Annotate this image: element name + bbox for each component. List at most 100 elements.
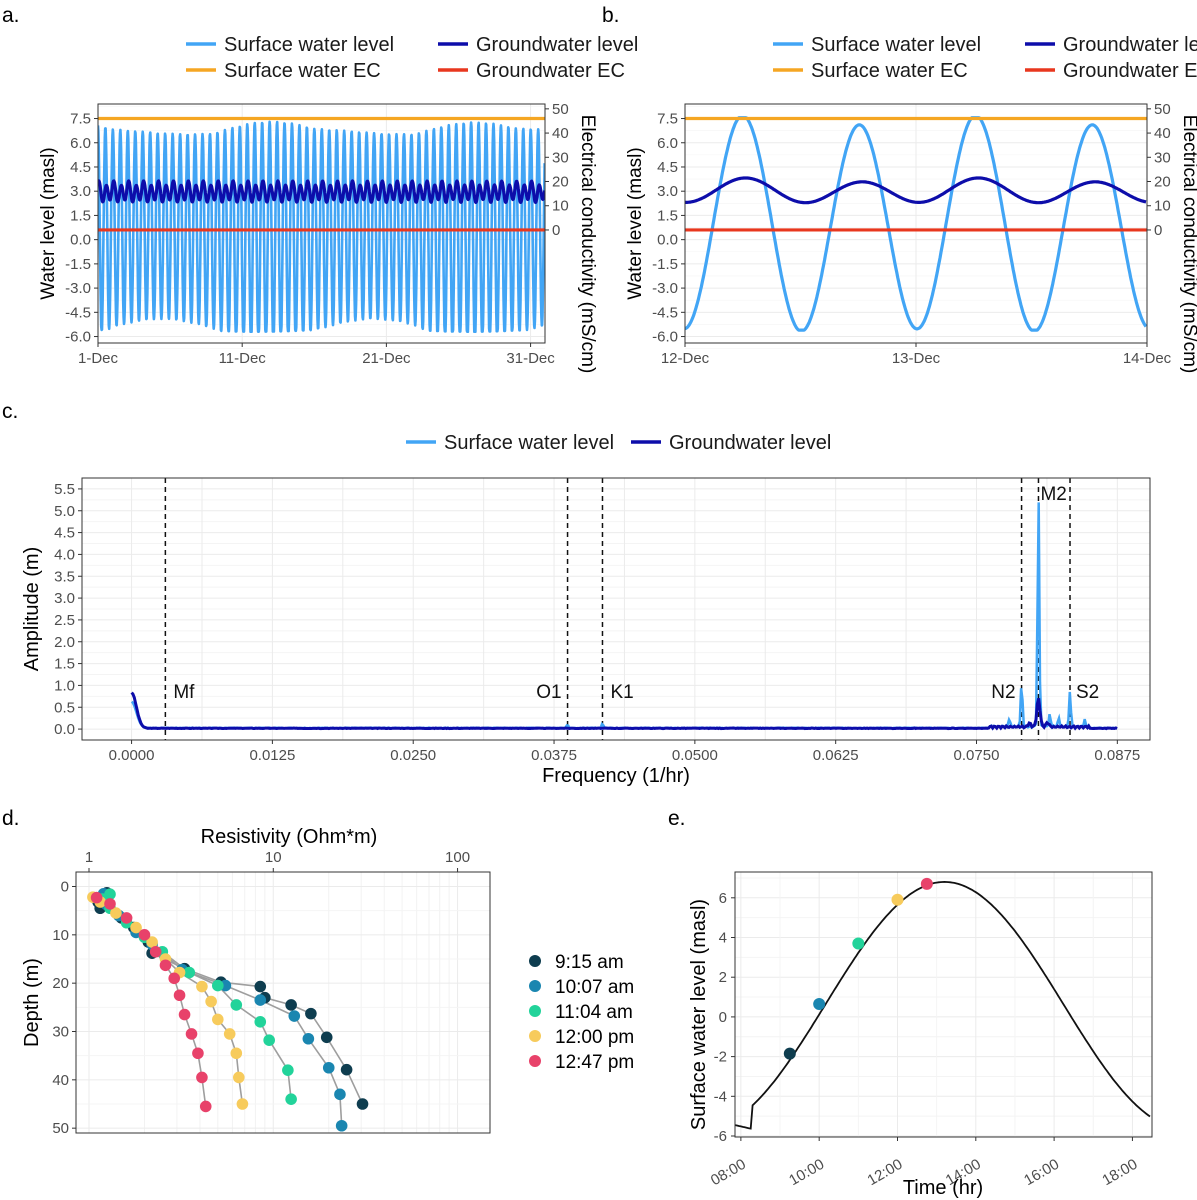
x-tick-label: 0.0625 bbox=[813, 747, 859, 764]
panel-label-c: c. bbox=[2, 400, 18, 423]
y2-tick-label: 30 bbox=[1154, 149, 1171, 166]
groundwater-level-line bbox=[685, 176, 1147, 205]
plot-border bbox=[75, 871, 491, 1134]
grid bbox=[82, 478, 1150, 740]
panel-labels: a. b. c. d. e. bbox=[2, 4, 686, 830]
y-tick-label: 50 bbox=[52, 1120, 69, 1137]
surface-water-curve bbox=[734, 880, 1151, 1130]
panel-a-water-level-chart: Surface water level Groundwater level Surf… bbox=[38, 34, 638, 373]
sample-point-3 bbox=[891, 893, 904, 906]
y2-tick-label: 10 bbox=[1154, 198, 1171, 215]
profile-point bbox=[254, 994, 267, 1006]
y2-tick-label: 50 bbox=[552, 101, 569, 118]
x-tick-label: 14-Dec bbox=[1123, 350, 1172, 367]
y-tick-label: 5.0 bbox=[54, 503, 75, 520]
y-tick-label: 5.5 bbox=[54, 481, 75, 498]
x-tick-label: 0.0250 bbox=[390, 747, 436, 764]
y-tick-label: 30 bbox=[52, 1024, 69, 1041]
x-tick-label: 1-Dec bbox=[78, 350, 119, 367]
y2-tick-label: 40 bbox=[1154, 125, 1171, 142]
groundwater-level-spectrum bbox=[130, 691, 1118, 731]
x-tick-label: 16:00 bbox=[1021, 1156, 1062, 1189]
y2-tick-label: 50 bbox=[1154, 101, 1171, 118]
y2-tick-label: 20 bbox=[1154, 174, 1171, 191]
y-axis-title: Water level (masl) bbox=[625, 147, 646, 299]
profile-point bbox=[302, 1032, 315, 1045]
plot-border bbox=[734, 871, 1153, 1138]
profile-point bbox=[254, 980, 267, 993]
plot-area bbox=[98, 116, 545, 333]
y-tick-label: 0 bbox=[61, 879, 69, 896]
x-tick-label: 0.0500 bbox=[672, 747, 718, 764]
x-tick-label: 0.0000 bbox=[109, 747, 155, 764]
plot-border bbox=[97, 103, 546, 344]
y2-tick-label: 0 bbox=[552, 222, 560, 239]
y-tick-label: 4.5 bbox=[70, 159, 91, 176]
legend-surface-water-level-label: Surface water level bbox=[444, 432, 614, 454]
x-tick-label: 0.0375 bbox=[531, 747, 577, 764]
profile-point bbox=[254, 1016, 267, 1028]
profile-point bbox=[320, 1031, 333, 1044]
y-axis-title: Depth (m) bbox=[21, 958, 43, 1047]
profile-point bbox=[334, 1088, 346, 1101]
panel-label-e: e. bbox=[668, 807, 686, 830]
legend-dot-3 bbox=[529, 1030, 541, 1042]
legend-label-0: 9:15 am bbox=[555, 952, 624, 973]
y-tick-label: 6.0 bbox=[70, 135, 91, 152]
profile-point bbox=[104, 898, 116, 910]
legend-label-4: 12:47 pm bbox=[555, 1052, 634, 1073]
grid bbox=[735, 872, 1152, 1137]
profile-point bbox=[285, 999, 297, 1011]
panel-b-water-level-chart: Surface water level Groundwater level Surf… bbox=[625, 34, 1197, 373]
y-tick-label: 4 bbox=[719, 930, 727, 947]
y-tick-label: -6 bbox=[714, 1128, 727, 1145]
y-tick-label: 3.0 bbox=[54, 590, 75, 607]
profile-point bbox=[149, 945, 162, 958]
y-tick-label: -3.0 bbox=[65, 280, 91, 297]
y-tick-label: -4 bbox=[714, 1088, 727, 1105]
legend-groundwater-ec-label: Groundwater EC bbox=[1063, 60, 1197, 82]
y-tick-label: 6.0 bbox=[657, 135, 678, 152]
y-tick-label: 1.5 bbox=[70, 207, 91, 224]
profile-point bbox=[110, 907, 122, 919]
profile-point bbox=[178, 1008, 191, 1021]
x-tick-label: 10:00 bbox=[786, 1156, 827, 1189]
sample-point-1 bbox=[813, 998, 826, 1011]
constituent-label-s2: S2 bbox=[1076, 682, 1099, 703]
x-tick-label: 0.0125 bbox=[249, 747, 295, 764]
legend-surface-water-ec-label: Surface water EC bbox=[224, 60, 381, 82]
profile-point bbox=[192, 1047, 204, 1060]
y-tick-label: -4.5 bbox=[65, 304, 91, 321]
profile-point bbox=[90, 891, 103, 904]
profile-point bbox=[168, 972, 181, 985]
legend-label-2: 11:04 am bbox=[555, 1002, 633, 1023]
profile-point bbox=[130, 921, 142, 934]
profile-point bbox=[288, 1010, 301, 1022]
y2-tick-label: 40 bbox=[552, 125, 569, 142]
y-tick-label: 7.5 bbox=[70, 111, 91, 128]
profile-point bbox=[138, 929, 151, 941]
legend-groundwater-level-label: Groundwater level bbox=[669, 432, 831, 454]
y-axis-title: Amplitude (m) bbox=[21, 547, 43, 671]
y-tick-label: 3.5 bbox=[54, 568, 75, 585]
x-tick-label: 18:00 bbox=[1099, 1156, 1140, 1189]
panel-d-resistivity-profile: 1 10 100 0 10 20 30 40 50 Resistivity (Ohm*m) Dept… bbox=[21, 826, 634, 1137]
y2-axis-title: Electrical conductivity (mS/cm) bbox=[577, 115, 598, 374]
profile-point bbox=[233, 1071, 245, 1084]
legend-surface-water-level-label: Surface water level bbox=[224, 34, 394, 56]
legend-dot-4 bbox=[529, 1055, 541, 1067]
plot-border bbox=[81, 477, 1151, 741]
surface-water-level-line bbox=[685, 116, 1147, 332]
profile-point bbox=[183, 966, 196, 979]
legend-dot-2 bbox=[529, 1005, 541, 1017]
panel-label-a: a. bbox=[2, 4, 20, 27]
y-tick-label: 4.5 bbox=[54, 525, 75, 542]
profile-point bbox=[120, 912, 133, 924]
panel-label-d: d. bbox=[2, 807, 20, 830]
y-tick-label: 4.5 bbox=[657, 159, 678, 176]
legend-groundwater-ec-label: Groundwater EC bbox=[476, 60, 625, 82]
sample-point-2 bbox=[852, 937, 865, 950]
constituent-label-k1: K1 bbox=[610, 682, 633, 703]
y-tick-label: 1.0 bbox=[54, 677, 75, 694]
